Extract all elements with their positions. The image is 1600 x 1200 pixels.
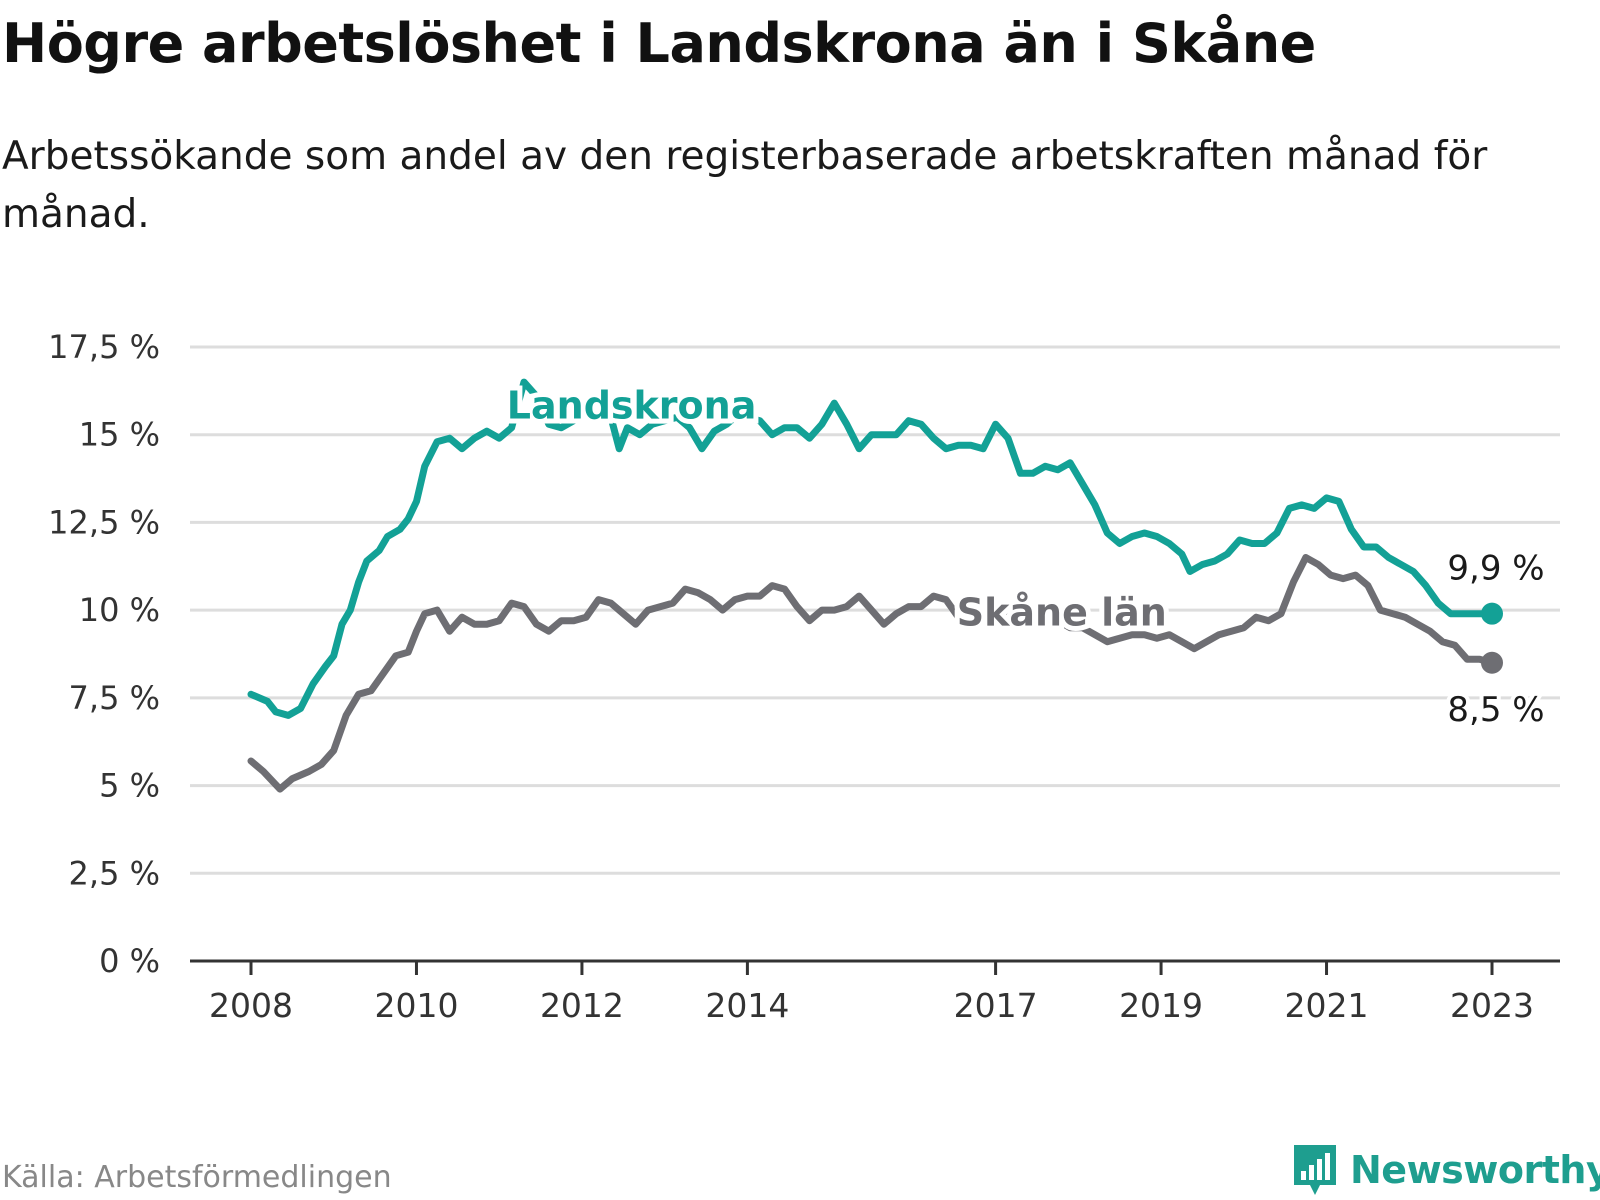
- x-tick-label: 2008: [209, 986, 293, 1025]
- y-tick-label: 5 %: [99, 767, 160, 805]
- brand-name: Newsworthy: [1350, 1148, 1600, 1192]
- x-tick-label: 2019: [1119, 986, 1203, 1025]
- series-labels: Landskrona Skåne län 9,9 % 8,5 %: [502, 379, 1549, 734]
- x-tick-label: 2012: [540, 986, 624, 1025]
- series-label-landskrona: Landskrona: [507, 384, 757, 428]
- series-line-skane: [247, 554, 1496, 793]
- y-tick-label: 15 %: [79, 416, 160, 454]
- source-note: Källa: Arbetsförmedlingen: [2, 1160, 392, 1195]
- line-chart: 0 % 2,5 % 5 % 7,5 % 10 % 12,5 % 15 % 17,5 % 200…: [48, 328, 1560, 1025]
- end-value-label-landskrona: 9,9 %: [1447, 549, 1544, 589]
- newsworthy-icon: [1294, 1145, 1336, 1195]
- x-axis: 2008 2010 2012 2014 2017 2019 2021 2023: [190, 959, 1560, 1025]
- y-tick-label: 2,5 %: [69, 854, 160, 892]
- y-axis-ticks: 0 % 2,5 % 5 % 7,5 % 10 % 12,5 % 15 % 17,5 %: [48, 328, 160, 980]
- y-tick-label: 12,5 %: [48, 503, 160, 541]
- end-dot-landskrona: [1481, 602, 1503, 625]
- chart-title: Högre arbetslöshet i Landskrona än i Skå…: [2, 12, 1316, 75]
- y-tick-label: 7,5 %: [69, 679, 160, 717]
- end-value-label-skane: 8,5 %: [1447, 690, 1544, 730]
- series-label-skane: Skåne län: [957, 591, 1167, 635]
- x-tick-label: 2021: [1285, 986, 1369, 1025]
- y-tick-label: 17,5 %: [48, 328, 160, 366]
- y-tick-label: 10 %: [79, 591, 160, 629]
- x-tick-label: 2017: [954, 986, 1038, 1025]
- x-tick-label: 2014: [705, 986, 789, 1025]
- y-tick-label: 0 %: [99, 942, 160, 980]
- series-line-landskrona: [247, 378, 1496, 719]
- brand-logo: Newsworthy: [1290, 1140, 1600, 1200]
- chart-subtitle: Arbetssökande som andel av den registerb…: [2, 134, 1488, 237]
- end-dot-skane: [1481, 651, 1503, 674]
- x-tick-label: 2010: [374, 986, 458, 1025]
- series-lines: [247, 378, 1503, 793]
- x-tick-label: 2023: [1450, 986, 1534, 1025]
